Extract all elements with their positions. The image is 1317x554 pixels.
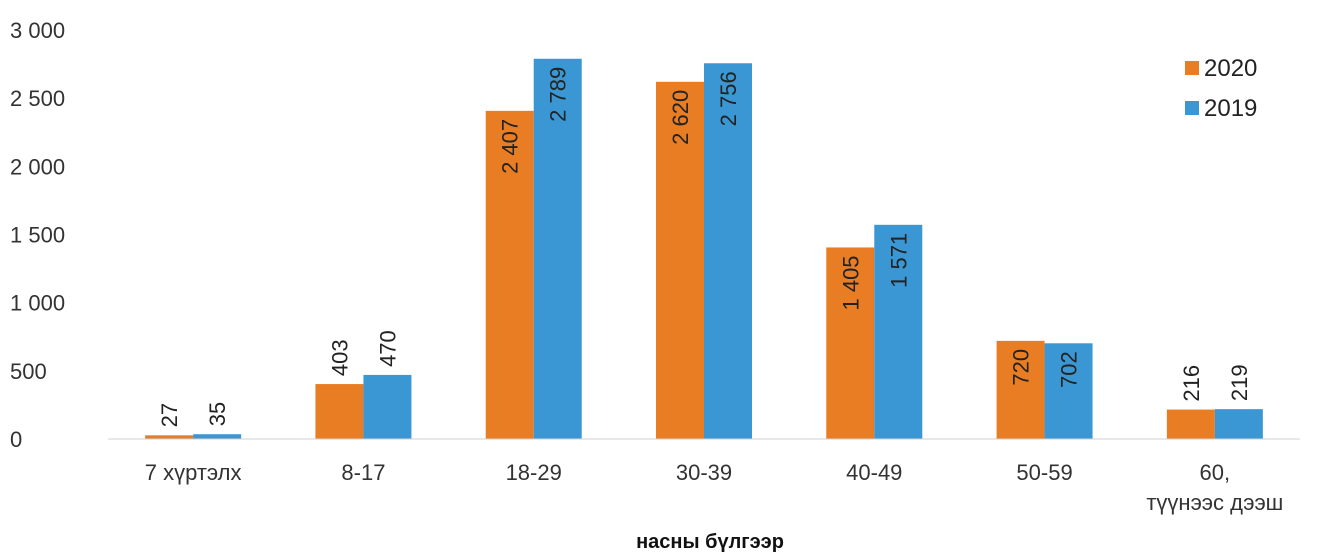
x-tick-label: түүнээс дээш [1146, 490, 1283, 515]
data-label: 2 789 [546, 67, 571, 122]
bar-2019-0 [193, 434, 242, 439]
x-tick-label: 60, [1200, 460, 1231, 485]
x-tick-label: 18-29 [506, 460, 562, 485]
legend: 2020 2019 [1185, 55, 1257, 122]
y-tick-label: 2 500 [10, 86, 65, 111]
y-tick-label: 1 000 [10, 291, 65, 316]
data-label: 2 756 [716, 71, 741, 126]
legend-label: 2019 [1204, 95, 1257, 122]
bars [145, 58, 1263, 440]
data-labels: 27 35 403 470 2 407 2 789 2 620 2 756 1 405 1 571… [157, 67, 1252, 428]
bar-2019-1 [363, 374, 412, 439]
y-tick-label: 2 000 [10, 154, 65, 179]
x-tick-label: 8-17 [341, 460, 385, 485]
bar-2019-4 [874, 224, 923, 439]
data-label: 720 [1009, 349, 1034, 386]
x-tick-label: 7 хүртэлх [145, 460, 242, 485]
y-tick-label: 3 000 [10, 18, 65, 43]
bar-2020-0 [145, 435, 194, 439]
legend-label: 2020 [1204, 55, 1257, 82]
bar-2019-5 [1044, 343, 1093, 439]
data-label: 470 [375, 330, 400, 367]
data-label: 2 620 [668, 90, 693, 145]
legend-swatch-2020 [1185, 61, 1199, 75]
bar-2020-3 [656, 81, 704, 439]
data-label: 1 571 [886, 233, 911, 288]
data-label: 702 [1057, 351, 1082, 388]
data-label: 219 [1227, 364, 1252, 401]
bar-2019-2 [533, 58, 582, 440]
y-tick-label: 0 [10, 427, 22, 452]
x-axis: 7 хүртэлх 8-17 18-29 30-39 40-49 50-59 60, түүн… [108, 438, 1300, 515]
y-axis: 0 500 1 000 1 500 2 000 2 500 3 000 [10, 18, 65, 452]
legend-swatch-2019 [1185, 101, 1199, 115]
bar-2020-5 [996, 340, 1045, 439]
data-label: 2 407 [498, 119, 523, 174]
bar-2020-1 [315, 384, 364, 439]
bar-2019-3 [704, 63, 752, 440]
x-tick-label: 50-59 [1016, 460, 1072, 485]
data-label: 35 [205, 402, 230, 426]
data-label: 403 [327, 339, 352, 376]
x-axis-title: насны бүлгээр [636, 531, 784, 553]
y-tick-label: 500 [10, 359, 47, 384]
bar-2020-4 [826, 247, 875, 439]
data-label: 27 [157, 403, 182, 427]
y-tick-label: 1 500 [10, 223, 65, 248]
x-tick-label: 40-49 [846, 460, 902, 485]
bar-2019-6 [1214, 409, 1263, 439]
data-label: 216 [1179, 365, 1204, 402]
bar-2020-2 [485, 110, 534, 439]
data-label: 1 405 [838, 255, 863, 310]
x-tick-label: 30-39 [676, 460, 732, 485]
bar-2020-6 [1166, 409, 1215, 439]
